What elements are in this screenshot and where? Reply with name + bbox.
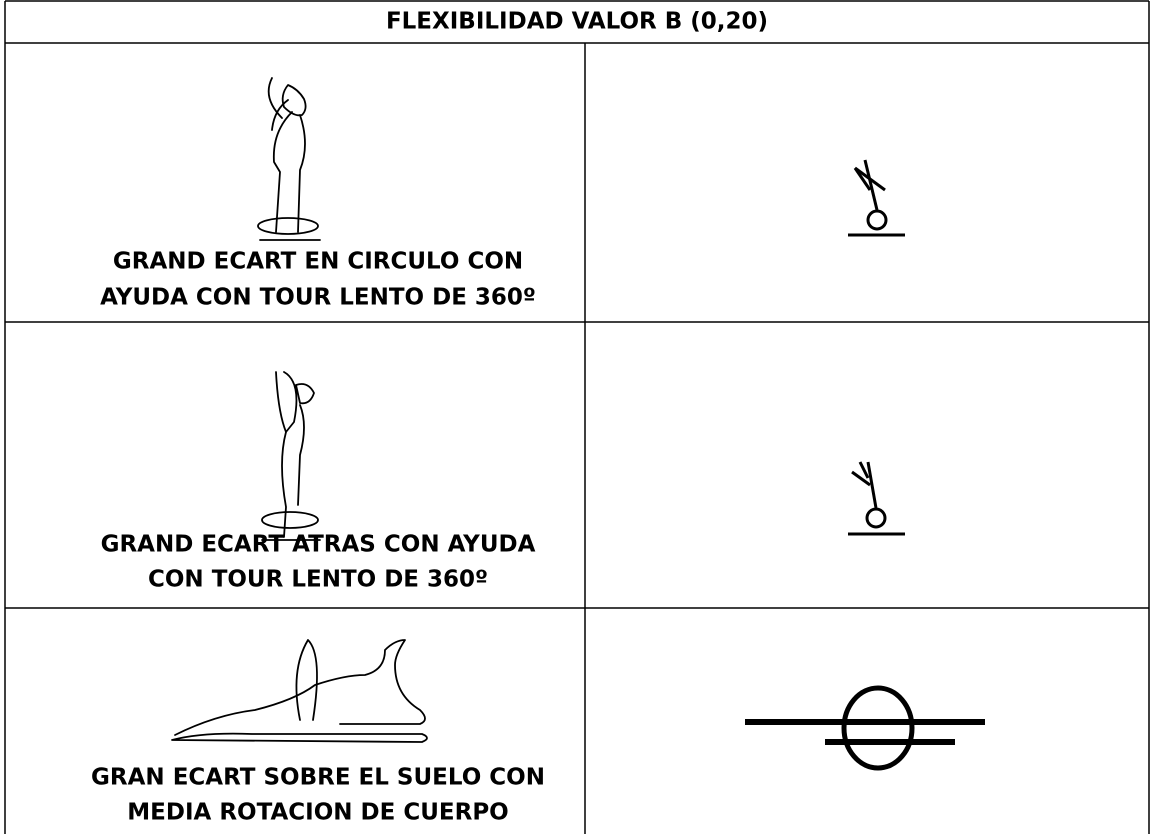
table-grid: [4, 0, 1150, 834]
figure-illustration: [257, 77, 321, 241]
row-text: GRAN ECART SOBRE EL SUELO CON: [91, 765, 545, 791]
row-text: MEDIA ROTACION DE CUERPO: [127, 800, 508, 826]
row-text: GRAND ECART EN CIRCULO CON: [113, 249, 523, 275]
table-title: FLEXIBILIDAD VALOR B (0,20): [386, 9, 768, 35]
figure-illustration: [261, 371, 321, 541]
symbol: [745, 685, 985, 771]
row-text: AYUDA CON TOUR LENTO DE 360º: [100, 285, 536, 311]
figure-illustration: [171, 639, 428, 743]
symbol: [848, 159, 905, 237]
row-text: GRAND ECART ATRAS CON AYUDA: [101, 532, 536, 558]
row-text: CON TOUR LENTO DE 360º: [148, 567, 488, 593]
symbol: [848, 461, 905, 536]
